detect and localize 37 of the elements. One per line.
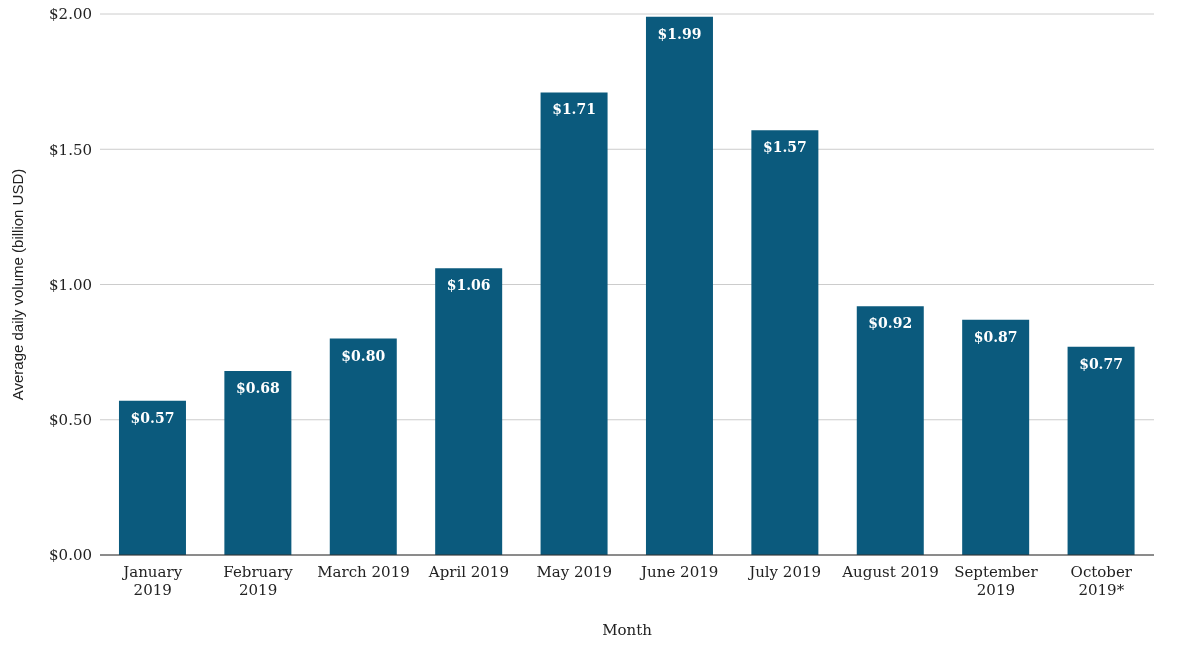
- bar: [751, 130, 819, 555]
- y-tick-label: $0.50: [49, 411, 92, 430]
- x-tick-label: February 2019: [223, 563, 294, 599]
- data-label: $0.57: [130, 409, 175, 426]
- x-tick-label: September 2019: [954, 563, 1039, 599]
- data-label: $0.77: [1079, 355, 1123, 372]
- x-tick-label: August 2019: [841, 563, 939, 581]
- x-tick-label: October 2019*: [1070, 563, 1133, 599]
- bar: [118, 400, 186, 555]
- data-label: $1.71: [552, 101, 596, 118]
- y-tick-label: $1.00: [49, 275, 92, 294]
- data-label: $1.06: [446, 277, 491, 294]
- x-tick-label: July 2019: [747, 563, 822, 581]
- data-label: $0.80: [341, 347, 386, 364]
- data-label: $1.99: [657, 25, 702, 42]
- x-tick-label: May 2019: [536, 563, 613, 581]
- x-tick-label: April 2019: [427, 563, 509, 581]
- data-label: $0.87: [973, 328, 1018, 345]
- y-tick-label: $1.50: [49, 140, 92, 159]
- y-axis-title: Average daily volume (billion USD): [9, 168, 27, 401]
- data-label: $0.68: [235, 380, 280, 397]
- bar: [540, 92, 608, 555]
- bar: [435, 268, 503, 555]
- y-tick-label: $0.00: [49, 546, 92, 565]
- y-tick-label: $2.00: [49, 5, 92, 24]
- x-axis-title: Month: [602, 621, 653, 639]
- bar: [856, 306, 924, 555]
- x-tick-label: March 2019: [317, 563, 410, 581]
- bar: [329, 338, 397, 555]
- data-label: $1.57: [762, 139, 807, 156]
- data-label: $0.92: [868, 315, 913, 332]
- bar: [224, 371, 292, 555]
- bar: [1067, 346, 1135, 555]
- x-tick-label: June 2019: [639, 563, 719, 581]
- x-tick-label: January 2019: [121, 563, 183, 599]
- bar: [645, 16, 713, 555]
- bar: [962, 319, 1030, 555]
